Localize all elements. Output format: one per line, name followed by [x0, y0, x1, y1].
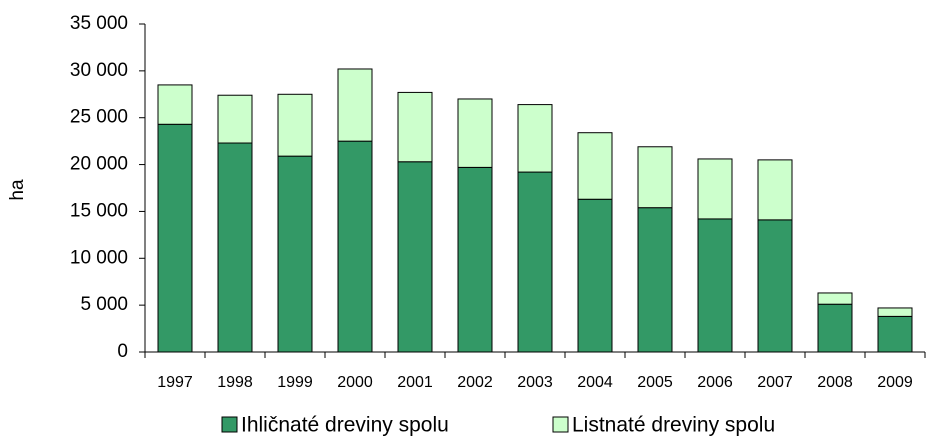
legend-label: Ihličnaté dreviny spolu — [241, 414, 449, 437]
bar-segment — [277, 93, 313, 157]
y-axis-label: ha — [7, 179, 28, 201]
bar-segment — [397, 91, 433, 163]
bar-segment — [577, 198, 613, 353]
x-tick-label: 2003 — [517, 374, 553, 391]
y-tick-label: 30 000 — [70, 60, 128, 81]
x-tick-label: 2009 — [877, 374, 913, 391]
bar-segment — [157, 123, 193, 353]
x-tick-label: 2007 — [757, 374, 793, 391]
bar-segment — [877, 307, 913, 317]
bar-segment — [517, 104, 553, 173]
x-tick-label: 2008 — [817, 374, 853, 391]
y-tick-label: 5 000 — [80, 294, 128, 315]
bar-segment — [337, 68, 373, 142]
legend-swatch — [221, 416, 238, 433]
y-tick-label: 15 000 — [70, 200, 128, 221]
bar-segment — [577, 132, 613, 200]
y-tick-label: 0 — [117, 341, 128, 362]
bar-segment — [217, 94, 253, 144]
x-tick-label: 2000 — [337, 374, 373, 391]
legend-label: Listnaté dreviny spolu — [572, 414, 775, 437]
bar-segment — [517, 171, 553, 353]
bar-segment — [817, 303, 853, 353]
x-tick-label: 2004 — [577, 374, 613, 391]
x-tick-label: 2002 — [457, 374, 493, 391]
bar-segment — [697, 218, 733, 353]
bar-segment — [817, 292, 853, 305]
bar-segment — [397, 161, 433, 353]
bar-segment — [337, 140, 373, 353]
x-tick-label: 2006 — [697, 374, 733, 391]
bar-segment — [637, 207, 673, 353]
y-tick-label: 25 000 — [70, 107, 128, 128]
bar-segment — [277, 155, 313, 353]
x-tick-label: 1999 — [277, 374, 313, 391]
y-tick-label: 20 000 — [70, 154, 128, 175]
bar-segment — [217, 142, 253, 353]
x-tick-label: 1998 — [217, 374, 253, 391]
x-tick-label: 2005 — [637, 374, 673, 391]
bar-segment — [757, 159, 793, 221]
bar-segment — [877, 315, 913, 353]
legend-swatch — [552, 416, 569, 433]
bar-segment — [457, 166, 493, 353]
bar-segment — [157, 84, 193, 125]
x-tick-label: 2001 — [397, 374, 433, 391]
bar-segment — [697, 158, 733, 220]
bar-segment — [637, 146, 673, 209]
x-tick-label: 1997 — [157, 374, 193, 391]
y-tick-label: 10 000 — [70, 247, 128, 268]
y-tick-label: 35 000 — [70, 13, 128, 34]
bar-segment — [457, 98, 493, 168]
bar-segment — [757, 219, 793, 353]
